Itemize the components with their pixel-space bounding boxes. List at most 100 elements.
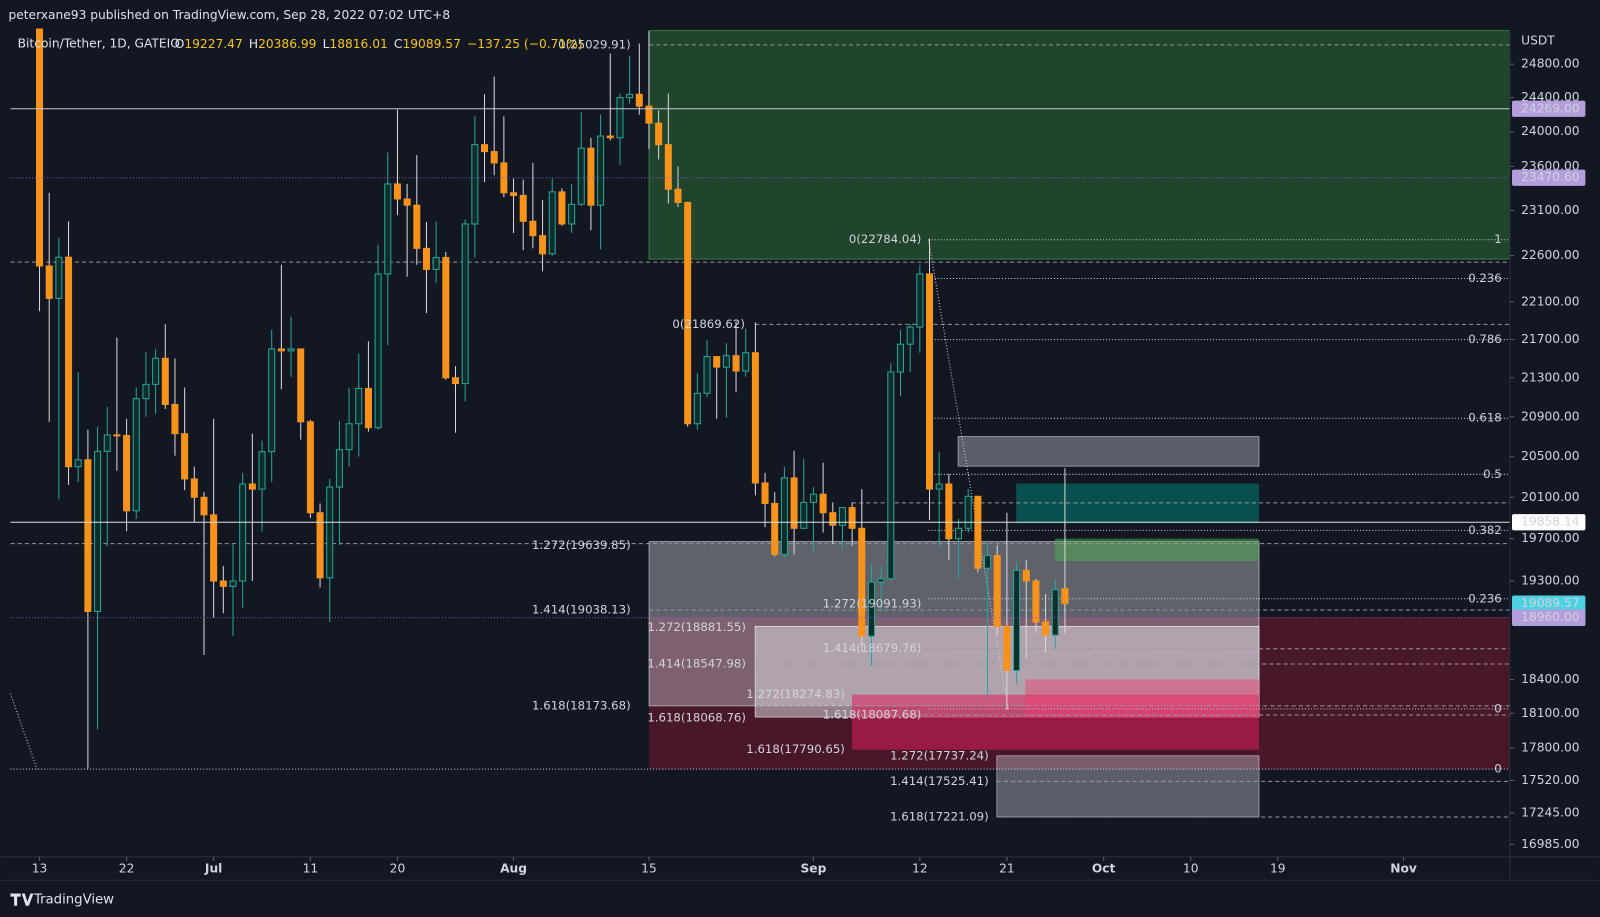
candle-body [1061, 588, 1069, 605]
candle-body [1013, 569, 1021, 672]
price-tag-label: 24269.00 [1521, 101, 1579, 115]
candle-body [887, 371, 895, 580]
ohlc-value: 20386.99 [258, 36, 316, 50]
candle-body [587, 147, 595, 206]
ohlc-value: 19089.57 [402, 36, 460, 50]
candle-body [664, 144, 672, 190]
candle-body [713, 356, 721, 368]
candle-body [896, 343, 904, 373]
ohlc-key: L [323, 36, 330, 50]
price-tag-label: 19858.14 [1521, 515, 1580, 529]
brand: TradingView [33, 893, 114, 908]
candle-body [993, 555, 1001, 627]
fib-label: 1.618(17790.65) [746, 742, 845, 756]
fib-label: 0 [1494, 701, 1501, 715]
candle-body [703, 356, 711, 394]
candle-body [626, 93, 634, 99]
ohlc-value: 19227.47 [184, 36, 242, 50]
candle-body [771, 502, 779, 555]
trend-line [10, 693, 38, 770]
fib-label: 1.618(18087.68) [823, 708, 922, 722]
x-tick-label: 11 [303, 862, 319, 876]
y-tick-label: 20100.00 [1521, 490, 1579, 504]
candle-body [606, 135, 614, 139]
y-tick-label: 16985.00 [1521, 837, 1579, 851]
candle-body [790, 477, 798, 529]
candle-body [529, 220, 537, 237]
fib-lines [10, 44, 1510, 818]
zone-box [1055, 538, 1260, 562]
y-tick-label: 17520.00 [1521, 773, 1579, 787]
price-tag-label: 23470.60 [1521, 170, 1579, 184]
fib-label: 1.618(18173.68) [532, 698, 631, 712]
logo-icon [10, 893, 34, 906]
x-tick-label: Sep [800, 862, 826, 876]
candle-body [422, 247, 430, 270]
y-tick-label: 22600.00 [1521, 248, 1579, 262]
candle-body [780, 477, 788, 555]
candle-body [1042, 621, 1050, 636]
candle-body [558, 191, 566, 225]
fib-label: 0.236 [1468, 271, 1502, 285]
candle-body [74, 459, 82, 468]
candle-body [761, 482, 769, 504]
candle-body [45, 265, 53, 299]
candle-body [190, 478, 198, 498]
price-tag [1511, 514, 1586, 531]
fib-label: 1.414(17525.41) [890, 774, 989, 788]
fib-label: 1.272(18274.83) [746, 687, 845, 701]
candle-body [132, 398, 140, 512]
candle-body [964, 495, 972, 529]
footer-logo: TradingView [10, 893, 114, 908]
fib-label: 1.414(18679.76) [823, 641, 922, 655]
candle-body [539, 235, 547, 255]
candle-body [829, 512, 837, 526]
candle-body [935, 483, 943, 490]
candle-body [984, 555, 992, 569]
candle-body [432, 256, 440, 270]
x-tick-label: Nov [1390, 862, 1417, 876]
candle-body [393, 183, 401, 200]
price-tag-label: 19089.57 [1521, 596, 1579, 610]
candle-body [345, 423, 353, 451]
candle-body [326, 486, 334, 579]
x-tick-label: Aug [500, 862, 527, 876]
fib-label: 0(25029.91) [558, 37, 631, 51]
y-tick-label: 18400.00 [1521, 672, 1579, 686]
fib-label: 0(21869.62) [672, 317, 745, 331]
fib-label: 1.414(18547.98) [647, 657, 746, 671]
y-tick-label: 23100.00 [1521, 203, 1579, 217]
candle-body [355, 387, 363, 425]
fib-label: 0 [1494, 762, 1501, 776]
candle-body [219, 580, 227, 587]
candle-body [248, 483, 256, 490]
candle-body [858, 527, 866, 637]
price-tag [1511, 100, 1586, 117]
candle-body [335, 449, 343, 488]
candle-body [55, 256, 63, 299]
candle-body [210, 514, 218, 582]
price-tag [1511, 169, 1586, 186]
fib-label: 0.618 [1468, 411, 1502, 425]
candle-body [306, 421, 314, 514]
candle-body [568, 203, 576, 225]
y-tick-label: 19300.00 [1521, 574, 1579, 588]
x-tick-label: 20 [390, 862, 406, 876]
y-tick-label: 19700.00 [1521, 531, 1579, 545]
candle-body [451, 377, 460, 385]
candle-body [548, 191, 556, 255]
candle-body [1051, 589, 1059, 636]
candle-body [268, 348, 276, 453]
y-tick-label: 18100.00 [1521, 706, 1579, 720]
ohlc-value: 18816.01 [329, 36, 387, 50]
candle-body [926, 273, 934, 490]
candle-body [809, 493, 817, 503]
candle-body [906, 326, 914, 345]
candle-body [161, 357, 169, 405]
zone-box [852, 694, 1260, 750]
fib-label: 0(22784.04) [849, 232, 922, 246]
candle-body [732, 355, 740, 372]
candle-body [471, 144, 479, 225]
candle-body [481, 144, 489, 153]
